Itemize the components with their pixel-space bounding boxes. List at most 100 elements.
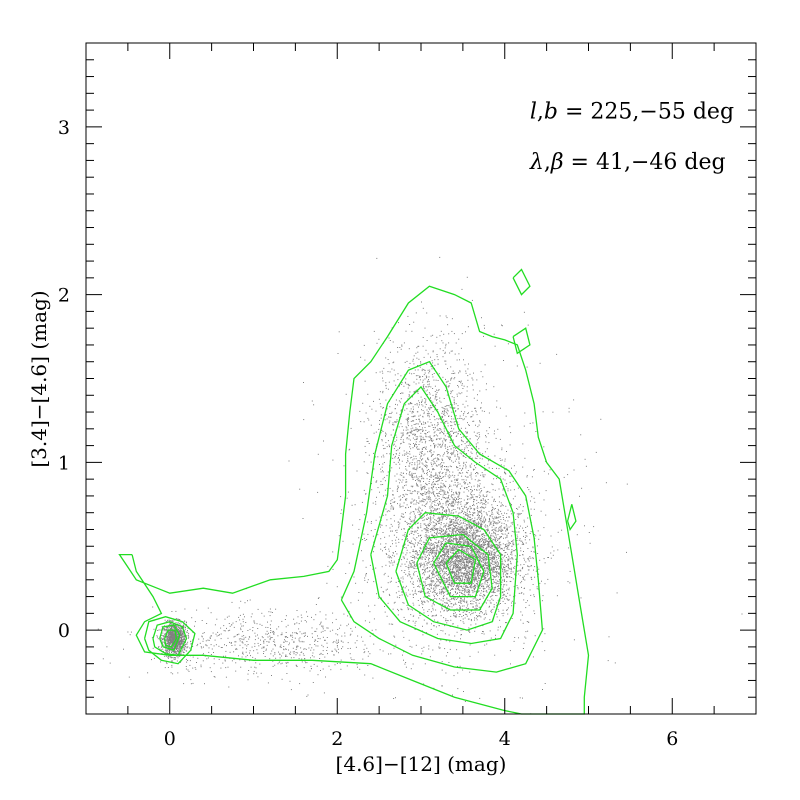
data-point [483,511,485,513]
data-point [476,507,478,509]
data-point [474,545,476,547]
data-point [476,584,478,585]
data-point [505,537,507,539]
data-point [451,552,453,554]
data-point [439,555,441,557]
data-point [169,639,171,640]
data-point [439,502,441,504]
data-point [448,536,450,538]
data-point [432,527,434,529]
data-point [414,538,416,540]
data-point [446,497,448,499]
data-point [472,583,474,584]
data-point [172,630,174,632]
data-point [453,576,454,578]
data-point [171,641,173,643]
data-point [473,521,475,523]
data-point [410,530,412,532]
data-point [502,571,504,573]
data-point [495,586,497,588]
data-point [457,533,458,535]
data-point [416,557,418,559]
data-point [469,655,471,657]
data-point [179,630,180,632]
data-point [528,569,530,571]
data-point [466,556,468,558]
data-point [454,574,455,576]
data-point [424,592,426,594]
data-point [451,573,453,575]
data-point [167,639,169,641]
data-point [477,573,478,574]
data-point [410,565,412,567]
data-point [165,648,167,650]
data-point [462,593,464,595]
data-point [412,609,413,611]
data-point [461,605,463,607]
data-point [453,565,455,567]
data-point [496,522,498,524]
data-point [436,559,438,561]
data-point [177,625,179,627]
data-point [455,556,457,558]
data-point [474,527,476,529]
data-point [419,583,421,585]
data-point [438,516,440,518]
data-point [409,523,411,525]
data-point [448,572,450,574]
data-point [512,571,514,573]
data-point [503,523,505,525]
data-point [469,579,470,581]
data-point [505,557,507,558]
data-point [488,545,490,547]
data-point [493,498,495,500]
data-point [459,582,461,583]
data-point [465,559,466,560]
data-point [440,561,442,563]
data-point [466,579,468,581]
data-point [172,639,174,641]
data-point [493,604,495,606]
data-point [452,505,454,507]
data-point [473,469,474,471]
data-point [464,577,466,579]
data-point [447,605,449,607]
data-point [419,550,420,552]
data-point [438,563,440,565]
data-point [485,579,487,581]
data-point [467,573,469,575]
data-point [434,552,436,554]
data-point [425,540,427,542]
data-point [460,562,462,564]
data-point [410,511,412,513]
data-point [527,630,529,632]
data-point [501,504,503,506]
data-point [489,540,491,542]
data-point [445,558,447,560]
data-point [451,579,453,581]
data-point [171,621,173,623]
data-point [480,566,482,568]
data-point [477,512,479,514]
data-point [373,551,374,553]
data-point [497,540,499,541]
data-point [457,554,459,556]
data-point [184,644,186,646]
data-point [415,503,417,505]
data-point [474,533,475,535]
data-point [493,532,495,534]
data-point [480,556,482,558]
data-point [491,567,493,569]
data-point [513,544,515,546]
data-point [470,570,472,572]
data-point [495,576,497,577]
data-point [493,546,495,548]
data-point [482,539,484,541]
data-point [341,509,343,511]
data-point [480,547,482,549]
data-point [447,537,448,539]
data-point [534,613,536,615]
data-point [177,629,179,631]
data-point [465,533,467,535]
data-point [480,592,482,594]
